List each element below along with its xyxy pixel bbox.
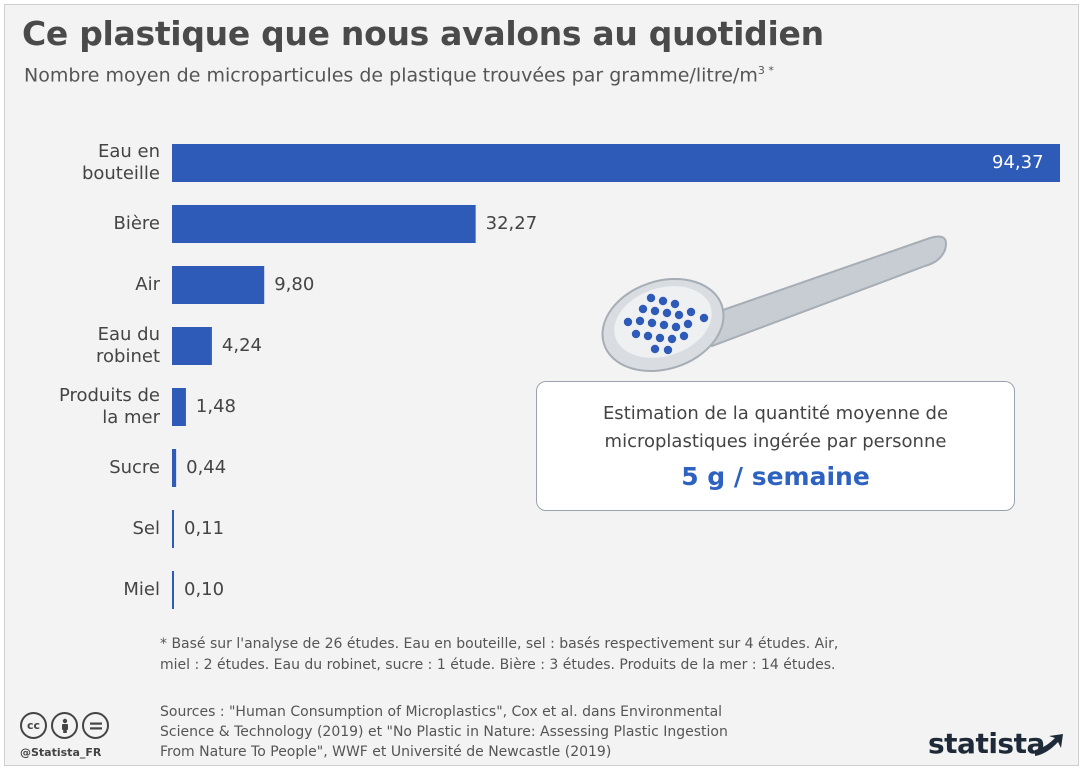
category-label-line: Sel (132, 518, 160, 539)
bar-7[interactable] (172, 571, 174, 609)
particle-dot (686, 307, 696, 317)
estimate-line-2: microplastiques ingérée par personne (604, 431, 947, 452)
bar-6[interactable] (172, 510, 174, 548)
value-label: 32,27 (485, 213, 538, 234)
bar-1[interactable] (172, 205, 476, 243)
particle-dot (631, 329, 641, 339)
value-label: 94,37 (992, 152, 1044, 173)
sources-line-3: From Nature To People", WWF et Universit… (160, 744, 612, 760)
particle-dot (643, 331, 653, 341)
category-label: Bière (10, 213, 160, 235)
particle-dot (662, 308, 672, 318)
category-label: Air (10, 274, 160, 296)
particle-dot (683, 319, 693, 329)
particle-dot (670, 299, 680, 309)
bar-2[interactable] (172, 266, 265, 304)
category-label: Sucre (10, 457, 160, 479)
particle-dot (658, 296, 668, 306)
subtitle-text: Nombre moyen de microparticules de plast… (24, 64, 758, 87)
value-label: 0,11 (184, 518, 225, 539)
particle-dot (650, 306, 660, 316)
value-label: 4,24 (221, 335, 262, 356)
particle-dot (671, 322, 681, 332)
category-label-line: Eau du (97, 324, 160, 345)
bar-5[interactable] (172, 449, 177, 487)
particle-dot (646, 293, 656, 303)
particle-dot (638, 304, 648, 314)
category-label-line: Bière (113, 213, 160, 234)
particle-dot (667, 334, 677, 344)
statista-logo-icon[interactable] (1033, 732, 1065, 758)
estimate-description: Estimation de la quantité moyenne de mic… (537, 400, 1014, 456)
estimate-box: Estimation de la quantité moyenne de mic… (536, 381, 1015, 511)
value-label: 9,80 (274, 274, 315, 295)
particle-dot (647, 318, 657, 328)
no-derivatives-icon[interactable] (82, 712, 109, 739)
particle-dot (679, 331, 689, 341)
value-label: 0,10 (184, 579, 225, 600)
category-label: Sel (10, 518, 160, 540)
category-label-line: Miel (123, 579, 160, 600)
value-label: 1,48 (195, 396, 236, 417)
bar-4[interactable] (172, 388, 186, 426)
footnote-line-2: miel : 2 études. Eau du robinet, sucre :… (160, 657, 836, 673)
license-icons: cc (20, 712, 109, 739)
sources-line-2: Science & Technology (2019) et "No Plast… (160, 724, 728, 740)
sources: Sources : "Human Consumption of Micropla… (160, 702, 880, 762)
sources-line-1: Sources : "Human Consumption of Micropla… (160, 704, 723, 720)
category-label-line: Sucre (109, 457, 160, 478)
particle-dot (623, 317, 633, 327)
category-label-line: Eau en (97, 141, 160, 162)
category-label-line: bouteille (81, 163, 160, 184)
bar-3[interactable] (172, 327, 212, 365)
social-handle[interactable]: @Statista_FR (20, 746, 102, 759)
particle-dot (655, 333, 665, 343)
category-label: Miel (10, 579, 160, 601)
category-label-line: robinet (96, 346, 160, 367)
particle-dot (659, 320, 669, 330)
subtitle-superscript: 3 * (757, 64, 774, 77)
particle-dot (635, 316, 645, 326)
category-label: Eau en bouteille (10, 141, 160, 185)
statista-logo-text[interactable]: statista (928, 727, 1045, 760)
estimate-line-1: Estimation de la quantité moyenne de (602, 403, 949, 424)
value-label: 0,44 (186, 457, 227, 478)
particle-dot (663, 345, 673, 355)
particle-dot (650, 344, 660, 354)
category-label-line: la mer (102, 407, 160, 428)
attribution-icon[interactable] (51, 712, 78, 739)
estimate-value: 5 g / semaine (681, 462, 870, 491)
category-label: Eau du robinet (10, 324, 160, 368)
particle-dot (674, 310, 684, 320)
chart-title: Ce plastique que nous avalons au quotidi… (22, 14, 824, 53)
category-label: Produits de la mer (10, 385, 160, 429)
chart-subtitle: Nombre moyen de microparticules de plast… (24, 64, 774, 86)
footnote-line-1: * Basé sur l'analyse de 26 études. Eau e… (160, 636, 839, 652)
category-label-line: Air (135, 274, 160, 295)
particle-dot (699, 313, 709, 323)
bar-0[interactable] (172, 144, 1060, 182)
microplastic-particles (623, 293, 709, 355)
category-label-line: Produits de (58, 385, 160, 406)
cc-license-icon[interactable]: cc (20, 712, 47, 739)
footnote: * Basé sur l'analyse de 26 études. Eau e… (160, 634, 1030, 676)
